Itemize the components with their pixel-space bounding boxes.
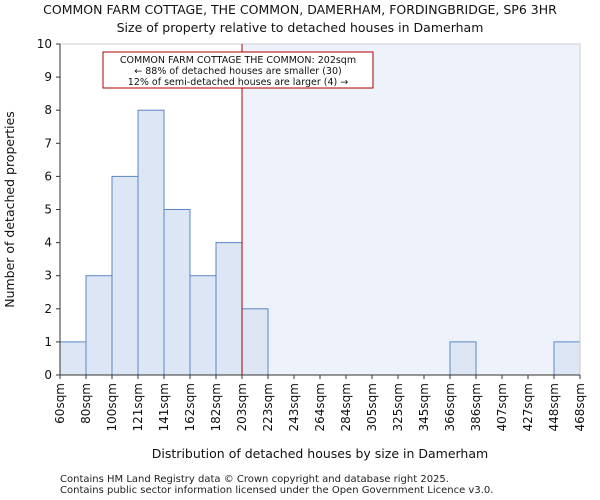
y-tick-label: 4 bbox=[44, 236, 52, 250]
y-tick-label: 7 bbox=[44, 136, 52, 150]
y-tick-label: 3 bbox=[44, 269, 52, 283]
x-tick-label: 407sqm bbox=[495, 383, 509, 431]
x-tick-label: 448sqm bbox=[547, 383, 561, 431]
x-tick-label: 264sqm bbox=[313, 383, 327, 431]
x-tick-label: 121sqm bbox=[131, 383, 145, 431]
x-tick-label: 386sqm bbox=[469, 383, 483, 431]
chart-subtitle: Size of property relative to detached ho… bbox=[116, 20, 484, 35]
x-tick-label: 141sqm bbox=[157, 383, 171, 431]
footer-copyright: Contains HM Land Registry data © Crown c… bbox=[60, 474, 449, 485]
y-tick-label: 9 bbox=[44, 70, 52, 84]
x-tick-label: 60sqm bbox=[53, 383, 67, 424]
y-axis-label: Number of detached properties bbox=[2, 111, 17, 308]
bar bbox=[137, 109, 165, 376]
x-tick-label: 284sqm bbox=[339, 383, 353, 431]
x-tick-label: 427sqm bbox=[521, 383, 535, 431]
x-tick-label: 80sqm bbox=[79, 383, 93, 424]
highlight-region bbox=[242, 44, 580, 375]
x-tick-label: 325sqm bbox=[391, 383, 405, 431]
bar bbox=[111, 175, 139, 376]
x-axis-label: Distribution of detached houses by size … bbox=[152, 446, 488, 461]
y-tick-label: 5 bbox=[44, 203, 52, 217]
x-tick-label: 468sqm bbox=[573, 383, 587, 431]
x-tick-label: 366sqm bbox=[443, 383, 457, 431]
chart-title: COMMON FARM COTTAGE, THE COMMON, DAMERHA… bbox=[43, 2, 557, 17]
bar bbox=[163, 209, 191, 376]
bar bbox=[449, 341, 477, 376]
y-tick-label: 6 bbox=[44, 169, 52, 183]
x-tick-label: 345sqm bbox=[417, 383, 431, 431]
x-tick-label: 305sqm bbox=[365, 383, 379, 431]
y-tick-label: 10 bbox=[37, 37, 52, 51]
annotation-line: ← 88% of detached houses are smaller (30… bbox=[134, 66, 341, 77]
x-tick-label: 182sqm bbox=[209, 383, 223, 431]
annotation-box bbox=[102, 51, 374, 89]
y-tick-label: 0 bbox=[44, 368, 52, 382]
y-tick-label: 8 bbox=[44, 103, 52, 117]
x-tick-label: 203sqm bbox=[235, 383, 249, 431]
x-tick-label: 100sqm bbox=[105, 383, 119, 431]
bar bbox=[189, 275, 217, 376]
footer-licence: Contains public sector information licen… bbox=[60, 485, 494, 496]
y-tick-label: 2 bbox=[44, 302, 52, 316]
x-tick-label: 223sqm bbox=[261, 383, 275, 431]
y-tick-label: 1 bbox=[44, 335, 52, 349]
bar bbox=[215, 242, 243, 376]
bar bbox=[241, 308, 269, 376]
bar bbox=[59, 341, 87, 376]
annotation-line: COMMON FARM COTTAGE THE COMMON: 202sqm bbox=[120, 55, 356, 66]
x-tick-label: 162sqm bbox=[183, 383, 197, 431]
x-tick-label: 243sqm bbox=[287, 383, 301, 431]
bar bbox=[553, 341, 581, 376]
annotation-line: 12% of semi-detached houses are larger (… bbox=[128, 77, 348, 88]
bar bbox=[85, 275, 113, 376]
